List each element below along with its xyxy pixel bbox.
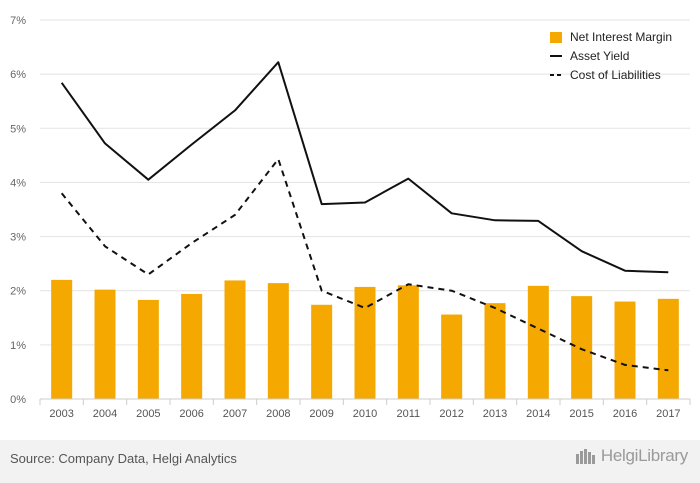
y-tick-label: 4% <box>10 177 26 189</box>
cost-of-liabilities-line <box>60 158 669 372</box>
logo-text: HelgiLibrary <box>600 446 688 465</box>
y-axis-ticks: 0% 1% 2% 3% 4% 5% 6% 7% <box>10 15 26 406</box>
legend-label: Cost of Liabilities <box>570 68 661 82</box>
x-tick-label: 2013 <box>483 408 507 420</box>
x-tick-label: 2012 <box>439 408 463 420</box>
helgi-library-logo[interactable]: HelgiLibrary <box>575 446 688 466</box>
bar-2004 <box>94 289 116 399</box>
bar-2017 <box>657 298 679 399</box>
x-tick-label: 2004 <box>93 408 117 420</box>
bar-2010 <box>354 286 376 399</box>
x-tick-label: 2006 <box>179 408 203 420</box>
x-tick-label: 2014 <box>526 408 550 420</box>
x-tick-label: 2009 <box>309 408 333 420</box>
y-tick-label: 3% <box>10 232 26 244</box>
y-tick-label: 5% <box>10 123 26 135</box>
gridlines <box>40 19 690 346</box>
bar-2016 <box>614 301 636 399</box>
x-tick-label: 2015 <box>569 408 593 420</box>
legend-swatch-bar <box>550 32 562 43</box>
y-tick-label: 6% <box>10 69 26 81</box>
asset-yield-line <box>60 61 669 274</box>
y-tick-label: 2% <box>10 286 26 298</box>
bar-2008 <box>267 283 289 399</box>
y-tick-label: 0% <box>10 394 26 406</box>
x-tick-label: 2017 <box>656 408 680 420</box>
x-axis: 2003 2004 2005 2006 2007 2008 2009 2010 2011 2012… <box>39 398 691 420</box>
legend-label: Asset Yield <box>570 49 629 63</box>
bar-2011 <box>397 285 419 399</box>
bar-series <box>51 279 679 399</box>
line-series <box>60 61 669 372</box>
y-tick-label: 7% <box>10 15 26 27</box>
x-tick-label: 2016 <box>613 408 637 420</box>
y-tick-label: 1% <box>10 340 26 352</box>
x-tick-label: 2007 <box>223 408 247 420</box>
x-tick-label: 2008 <box>266 408 290 420</box>
bar-2013 <box>484 303 506 399</box>
bar-2005 <box>137 299 159 399</box>
bar-2015 <box>571 296 593 399</box>
bar-2014 <box>527 285 549 399</box>
bar-2006 <box>181 293 203 399</box>
x-tick-label: 2010 <box>353 408 377 420</box>
bar-2012 <box>441 314 463 399</box>
chart-canvas: 0%1%2%3%4%5%6%7% 2003 2004 2005 2006 2007 200… <box>10 15 691 420</box>
legend: Net Interest Margin Asset Yield Cost of Li… <box>550 30 672 82</box>
bar-2003 <box>51 279 73 399</box>
source-note: Source: Company Data, Helgi Analytics <box>10 451 237 466</box>
legend-label: Net Interest Margin <box>570 30 672 44</box>
x-tick-label: 2005 <box>136 408 160 420</box>
x-tick-label: 2011 <box>397 408 421 420</box>
helgi-library-logo-icon <box>575 449 595 464</box>
bar-2009 <box>311 304 333 399</box>
x-tick-label: 2003 <box>49 408 73 420</box>
footer-band <box>0 440 700 483</box>
bar-2007 <box>224 280 246 399</box>
